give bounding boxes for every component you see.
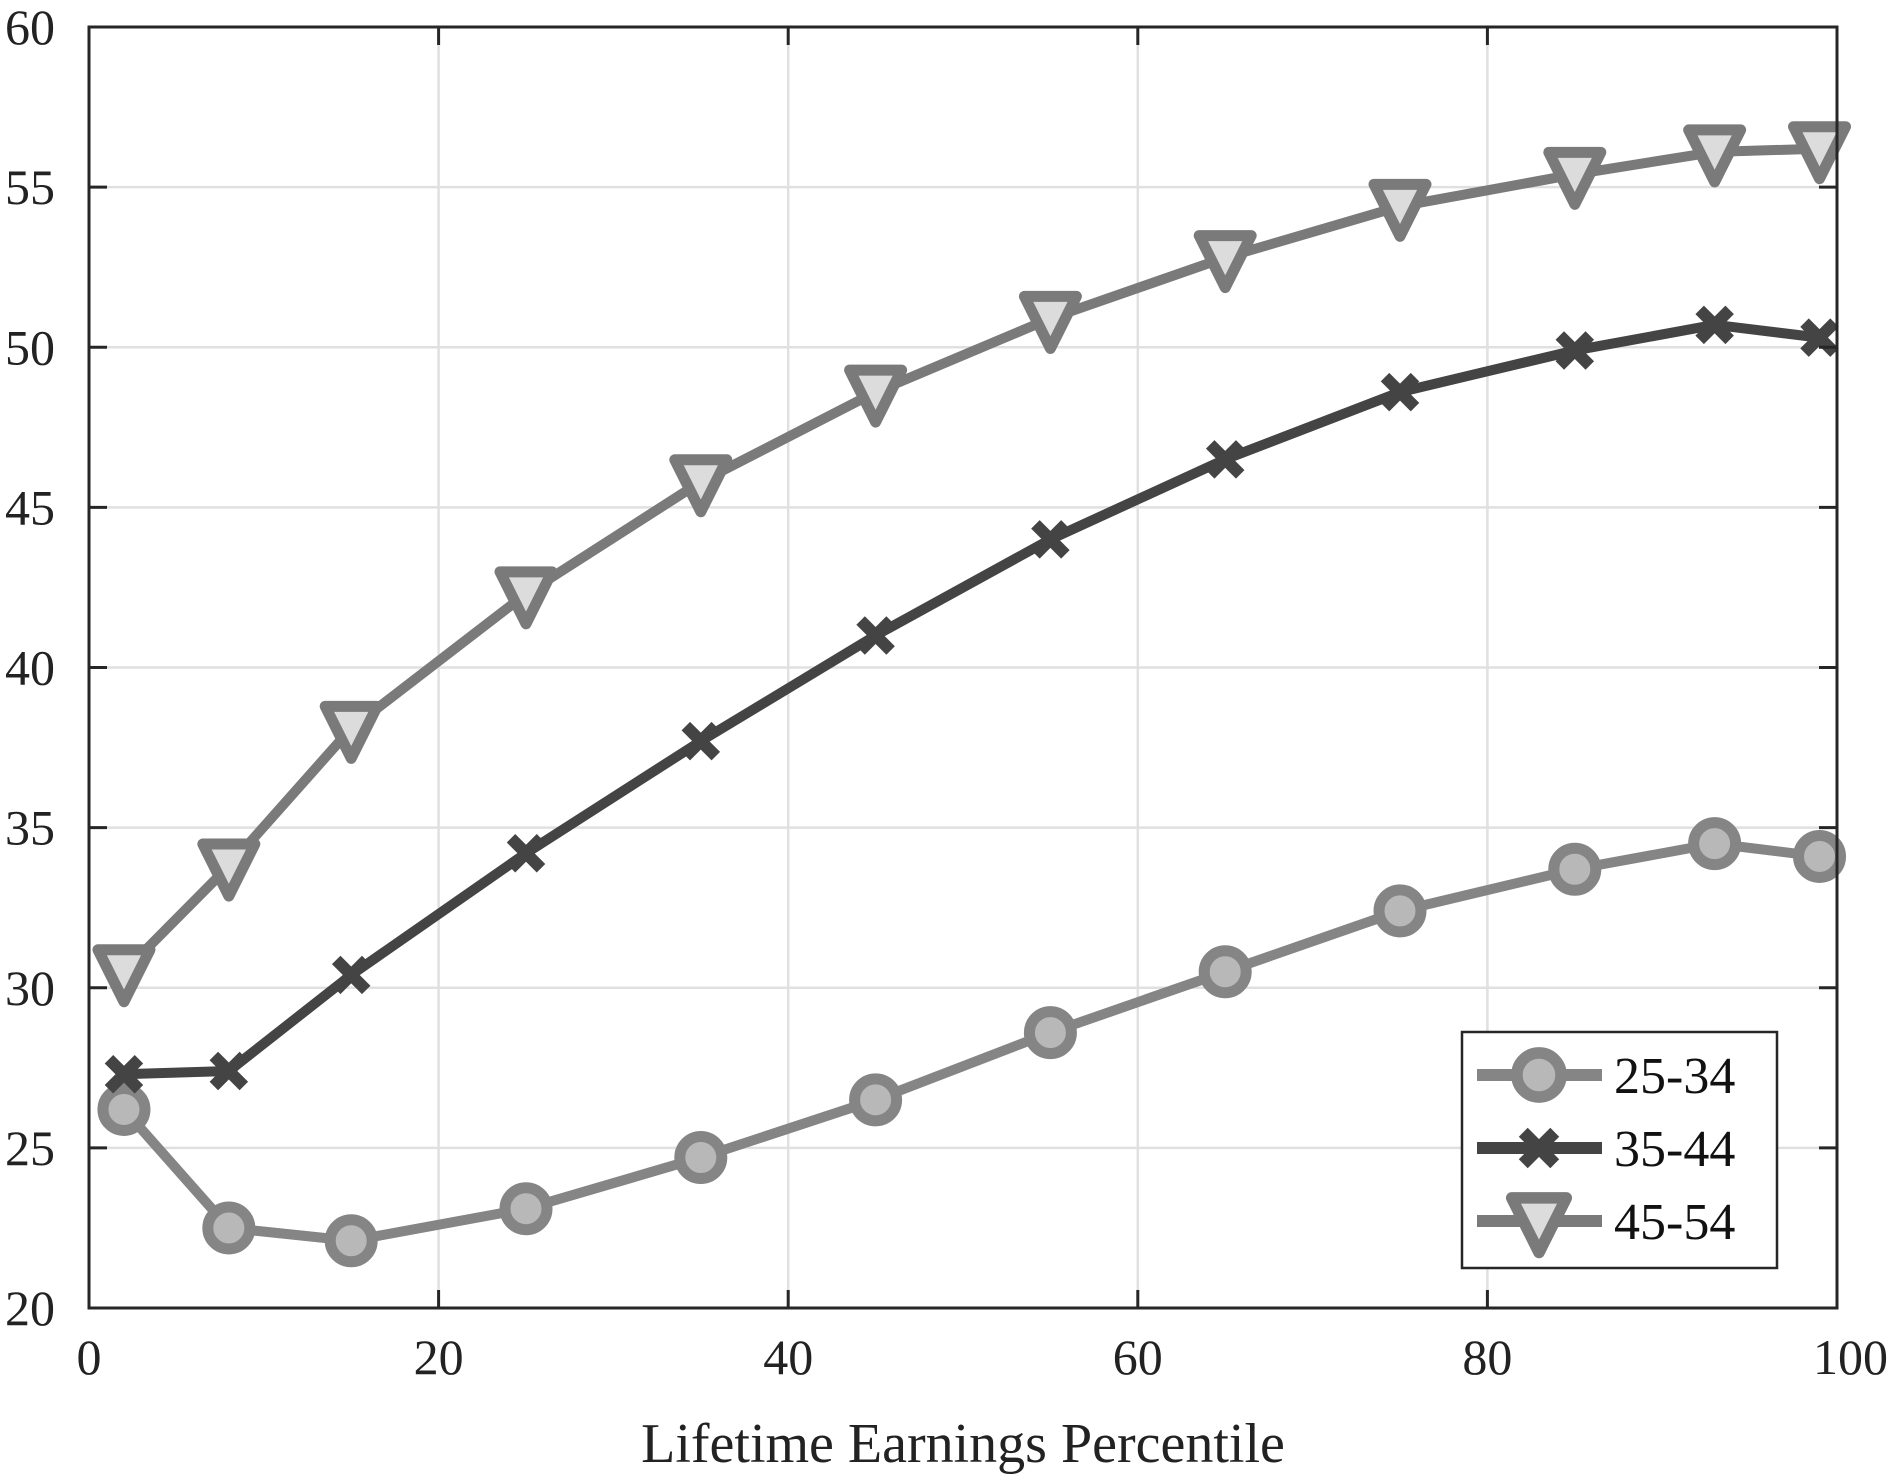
legend-label: 45-54: [1614, 1194, 1735, 1251]
series-line: [123, 319, 1821, 1080]
circle-marker: [1548, 842, 1602, 896]
triangle-down-marker: [669, 454, 733, 518]
x-tick-label: 100: [1813, 1329, 1888, 1385]
series-35-44: [104, 305, 1839, 1094]
circle-marker: [1688, 817, 1742, 871]
triangle-down-marker: [1543, 146, 1607, 210]
y-tick-label: 30: [5, 960, 55, 1016]
grid-lines: [89, 27, 1837, 1308]
circle-marker: [849, 1073, 903, 1127]
series-25-34: [97, 817, 1847, 1268]
x-tick-label: 20: [414, 1329, 464, 1385]
x-marker: [856, 616, 895, 655]
y-tick-label: 55: [5, 159, 55, 215]
x-tick-label: 40: [763, 1329, 813, 1385]
y-tick-label: 25: [5, 1120, 55, 1176]
triangle-down-marker: [494, 566, 558, 630]
series-line: [120, 143, 1820, 976]
x-marker: [1695, 305, 1734, 345]
circle-marker: [1373, 884, 1427, 938]
triangle-down-marker: [197, 838, 261, 902]
circle-marker: [1511, 1047, 1567, 1103]
legend-item-25-34: 25-34: [1477, 1047, 1735, 1105]
x-axis-label: Lifetime Earnings Percentile: [641, 1413, 1285, 1475]
triangle-down-marker: [319, 700, 383, 764]
legend: 25-34 35-44 45-54: [1460, 1030, 1779, 1270]
circle-marker: [499, 1182, 553, 1236]
circle-marker: [1023, 1006, 1077, 1060]
x-tick-label: 80: [1462, 1329, 1512, 1385]
triangle-down-marker: [92, 944, 156, 1008]
y-tick-label: 20: [5, 1280, 55, 1336]
x-marker: [1380, 372, 1420, 412]
x-tick-label: 0: [77, 1329, 102, 1385]
y-tick-label: 35: [5, 800, 55, 856]
x-marker: [1205, 440, 1245, 479]
x-marker: [506, 834, 546, 873]
triangle-down-marker: [1683, 124, 1747, 188]
triangle-down-marker: [1193, 230, 1257, 294]
triangle-down-marker: [1368, 178, 1432, 242]
legend-label: 35-44: [1614, 1121, 1735, 1178]
x-marker: [1555, 331, 1595, 370]
legend-label: 25-34: [1614, 1048, 1735, 1105]
legend-item-35-44: 35-44: [1477, 1121, 1735, 1178]
legend-item-45-54: 45-54: [1477, 1192, 1735, 1259]
circle-marker: [1198, 945, 1252, 999]
triangle-down-marker: [844, 364, 908, 428]
triangle-down-marker: [1788, 121, 1852, 185]
series-45-54: [92, 121, 1852, 1008]
y-tick-label: 40: [5, 640, 55, 696]
x-marker: [1518, 1127, 1560, 1169]
x-tick-label: 60: [1113, 1329, 1163, 1385]
x-marker: [209, 1051, 249, 1091]
x-marker: [104, 1054, 144, 1094]
series-layer: [92, 121, 1852, 1268]
circle-marker: [674, 1130, 728, 1184]
y-tick-label: 50: [5, 319, 55, 375]
y-tick-label: 60: [5, 0, 55, 55]
circle-marker: [202, 1201, 256, 1255]
circle-marker: [97, 1082, 151, 1136]
circle-marker: [324, 1214, 378, 1268]
circle-marker: [1793, 829, 1847, 883]
y-tick-label: 45: [5, 479, 55, 535]
x-marker: [1031, 520, 1070, 559]
triangle-down-marker: [1505, 1192, 1573, 1259]
triangle-down-marker: [1018, 290, 1082, 354]
x-marker: [681, 721, 721, 761]
axis-ticks: 0 20 40 60 80 100 20 25 30 35 40 45 50 55 60: [5, 0, 1888, 1385]
x-marker: [331, 955, 371, 995]
